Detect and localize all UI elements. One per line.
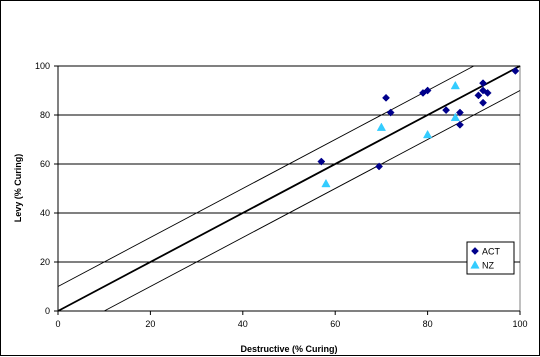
point-act-5 <box>423 86 432 95</box>
reference-line-identity <box>57 65 521 312</box>
reference-line-lower <box>103 90 521 312</box>
x-tick-label-5: 100 <box>512 319 527 329</box>
axes <box>57 66 520 312</box>
point-act-2 <box>382 93 390 102</box>
point-act-0 <box>317 157 326 166</box>
y-tick-label-0: 0 <box>45 306 50 316</box>
data-points <box>317 66 520 188</box>
point-act-11 <box>479 98 487 107</box>
legend-marker-act <box>471 247 479 255</box>
point-nz-0 <box>321 178 331 188</box>
point-act-12 <box>479 86 487 95</box>
y-tick-labels: 0 20 40 60 80 100 <box>35 61 58 316</box>
x-tick-labels: 0 20 40 60 80 100 <box>55 311 528 329</box>
x-tick-label-3: 60 <box>330 319 340 329</box>
reference-line-upper <box>57 65 475 287</box>
point-act-8 <box>455 120 464 129</box>
legend: ACT NZ <box>466 241 515 275</box>
legend-label-act: ACT <box>482 247 501 257</box>
legend-label-nz: NZ <box>482 261 494 271</box>
point-act-14 <box>511 66 520 75</box>
y-tick-label-4: 80 <box>40 110 50 120</box>
point-nz-4 <box>450 112 460 122</box>
y-axis-title: Levy (% Curing) <box>13 154 23 223</box>
x-tick-label-2: 40 <box>238 319 248 329</box>
reference-lines <box>57 65 521 312</box>
y-tick-label-3: 60 <box>40 159 50 169</box>
point-act-1 <box>375 162 384 171</box>
x-tick-label-0: 0 <box>55 319 60 329</box>
x-tick-label-1: 20 <box>145 319 155 329</box>
point-nz-1 <box>376 122 387 131</box>
legend-marker-nz <box>470 260 480 269</box>
y-tick-label-2: 40 <box>40 208 50 218</box>
x-tick-label-4: 80 <box>423 319 433 329</box>
point-act-13 <box>483 88 492 97</box>
point-nz-3 <box>450 80 460 90</box>
point-act-7 <box>455 108 464 117</box>
y-tick-label-5: 100 <box>35 61 50 71</box>
point-nz-2 <box>422 129 433 139</box>
x-axis-title: Destructive (% Curing) <box>240 344 337 354</box>
point-act-3 <box>386 108 395 117</box>
point-act-9 <box>474 91 483 100</box>
point-act-6 <box>442 106 451 115</box>
y-tick-label-1: 20 <box>40 257 50 267</box>
